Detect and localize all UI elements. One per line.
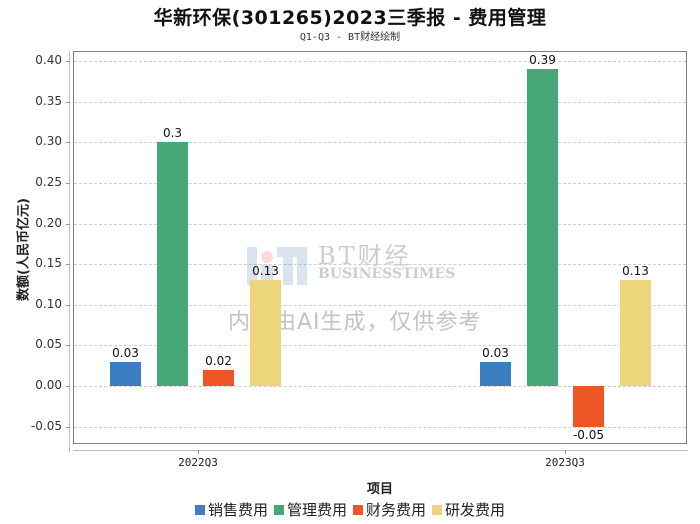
- legend-label: 销售费用: [207, 501, 268, 519]
- bar-value-label: 0.13: [622, 264, 649, 279]
- chart-title: 华新环保(301265)2023三季报 - 费用管理: [153, 7, 547, 29]
- bar-value-label: 0.39: [529, 53, 556, 68]
- bar-2022Q3-3: [250, 280, 281, 386]
- y-tick: [66, 183, 70, 184]
- x-axis-title: 项目: [366, 482, 393, 497]
- watermark-brand-en: BUSINESSTIMES: [318, 266, 456, 282]
- x-tick-label: 2023Q3: [545, 456, 585, 469]
- legend-item[interactable]: 管理费用: [273, 499, 347, 520]
- y-tick-label: 0.05: [35, 337, 62, 351]
- legend-label: 管理费用: [286, 501, 347, 519]
- chart-subtitle: Q1-Q3 - BT财经绘制: [299, 32, 401, 43]
- bar-2022Q3-0: [110, 361, 141, 386]
- y-axis-line: [69, 51, 70, 452]
- y-tick: [66, 61, 70, 62]
- gridline: [74, 345, 686, 346]
- legend-label: 财务费用: [366, 501, 427, 519]
- bar-2023Q3-1: [527, 69, 558, 386]
- y-tick-label: 0.10: [35, 297, 62, 311]
- x-axis-line: [73, 450, 688, 451]
- gridline: [74, 264, 686, 265]
- y-tick: [66, 264, 70, 265]
- gridline: [74, 142, 686, 143]
- bar-2022Q3-2: [203, 369, 234, 386]
- gridline: [74, 183, 686, 184]
- bar-2023Q3-2: [573, 386, 604, 427]
- bar-2023Q3-3: [620, 280, 651, 386]
- y-tick: [66, 102, 70, 103]
- bar-value-label: 0.03: [482, 345, 509, 360]
- plot-area: [73, 51, 687, 444]
- y-axis-title: 数额(人民币亿元): [16, 198, 32, 301]
- gridline: [74, 305, 686, 306]
- y-tick: [66, 224, 70, 225]
- legend-item[interactable]: 销售费用: [194, 499, 268, 520]
- gridline: [74, 102, 686, 103]
- legend-swatch-icon: [194, 504, 205, 515]
- legend-swatch-icon: [432, 504, 443, 515]
- bar-value-label: 0.13: [252, 264, 279, 279]
- bar-2022Q3-1: [157, 142, 188, 386]
- gridline: [74, 61, 686, 62]
- y-tick-label: 0.15: [35, 256, 62, 270]
- legend-item[interactable]: 研发费用: [432, 499, 505, 520]
- legend-label: 研发费用: [445, 501, 506, 519]
- legend-swatch-icon: [353, 504, 363, 515]
- bt-logo-icon: [247, 247, 307, 285]
- y-tick: [66, 305, 70, 306]
- y-tick-label: 0.25: [35, 175, 62, 189]
- y-tick-label: 0.00: [35, 378, 62, 392]
- legend: 销售费用 管理费用 财务费用 研发费用: [0, 499, 700, 520]
- y-tick: [66, 386, 70, 387]
- y-tick-label: 0.40: [35, 53, 62, 67]
- bar-2023Q3-0: [480, 361, 511, 386]
- y-tick: [66, 345, 70, 346]
- gridline: [74, 427, 686, 428]
- x-tick: [198, 450, 199, 454]
- y-tick: [66, 427, 70, 428]
- watermark-brand-cn: BT财经: [318, 242, 412, 270]
- gridline: [74, 386, 686, 387]
- legend-swatch-icon: [273, 504, 284, 515]
- y-tick-label: 0.30: [35, 134, 62, 148]
- y-tick-label: 0.35: [35, 94, 62, 108]
- bar-value-label: -0.05: [572, 427, 605, 442]
- bar-value-label: 0.02: [205, 353, 232, 368]
- y-tick: [66, 142, 70, 143]
- y-tick-label: -0.05: [30, 419, 62, 433]
- y-tick-label: 0.20: [35, 216, 62, 230]
- bar-value-label: 0.03: [112, 345, 139, 360]
- x-tick-label: 2022Q3: [178, 456, 218, 469]
- bar-value-label: 0.3: [162, 126, 183, 141]
- x-tick: [565, 450, 566, 454]
- gridline: [74, 224, 686, 225]
- legend-item[interactable]: 财务费用: [353, 499, 426, 520]
